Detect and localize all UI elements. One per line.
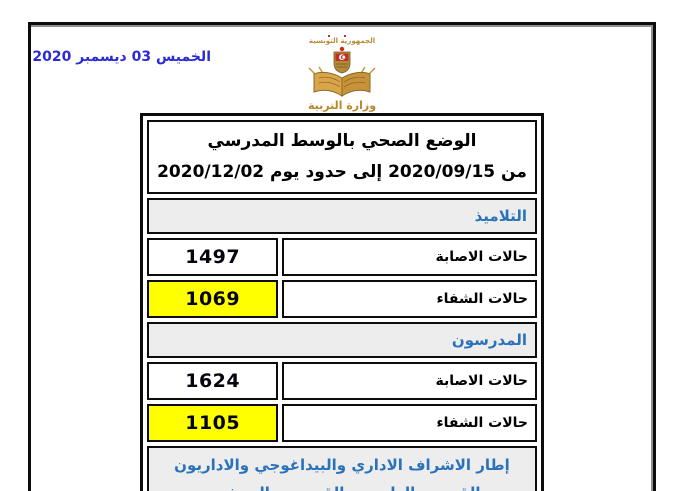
table-row-teachers-recoveries: حالات الشفاء 1105 xyxy=(147,404,537,442)
row-value: 1497 xyxy=(147,238,279,276)
report-title: الوضع الصحي بالوسط المدرسي من 2020/09/15… xyxy=(147,120,537,194)
row-value-highlighted: 1069 xyxy=(147,280,279,318)
report-title-line2: من 2020/09/15 إلى حدود يوم 2020/12/02 xyxy=(157,162,527,182)
section-header-teachers: المدرسون xyxy=(147,322,537,358)
open-book-icon xyxy=(313,71,343,97)
row-label: حالات الاصابة xyxy=(282,238,537,276)
table-row-students-infections: حالات الاصابة 1497 xyxy=(147,238,537,276)
table-row-students-recoveries: حالات الشفاء 1069 xyxy=(147,280,537,318)
row-value-highlighted: 1105 xyxy=(147,404,279,442)
row-label: حالات الاصابة xyxy=(282,362,537,400)
section-row-admin-staff: إطار الاشراف الاداري والبيداغوجي والادار… xyxy=(147,446,537,491)
report-title-line1: الوضع الصحي بالوسط المدرسي xyxy=(207,131,477,151)
document-page: الخميس 03 ديسمبر 2020 الجمهورية التونسية xyxy=(28,22,656,491)
row-label: حالات الشفاء xyxy=(282,404,537,442)
section-row-teachers: المدرسون xyxy=(147,322,537,358)
ministry-of-education-emblem-icon: الجمهورية التونسية وزارة التربية xyxy=(308,35,376,112)
row-label: حالات الشفاء xyxy=(282,280,537,318)
row-value: 1624 xyxy=(147,362,279,400)
table-row-teachers-infections: حالات الاصابة 1624 xyxy=(147,362,537,400)
health-report-table: الوضع الصحي بالوسط المدرسي من 2020/09/15… xyxy=(140,113,544,491)
document-date: الخميس 03 ديسمبر 2020 xyxy=(32,49,211,65)
section-row-students: التلاميذ xyxy=(147,198,537,234)
title-row: الوضع الصحي بالوسط المدرسي من 2020/09/15… xyxy=(147,120,537,194)
report-table-container: الوضع الصحي بالوسط المدرسي من 2020/09/15… xyxy=(140,113,544,491)
section-header-students: التلاميذ xyxy=(147,198,537,234)
section-header-admin-staff: إطار الاشراف الاداري والبيداغوجي والادار… xyxy=(147,446,537,491)
ministry-name-text: وزارة التربية xyxy=(308,99,376,112)
republic-calligraphy-text: الجمهورية التونسية xyxy=(309,37,375,45)
